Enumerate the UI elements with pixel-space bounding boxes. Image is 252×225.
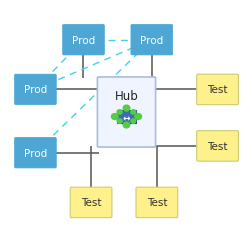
Circle shape xyxy=(130,110,135,115)
FancyBboxPatch shape xyxy=(62,25,104,56)
Text: Prod: Prod xyxy=(72,36,95,45)
Circle shape xyxy=(111,114,118,120)
Text: Test: Test xyxy=(206,85,227,95)
FancyBboxPatch shape xyxy=(15,138,56,168)
Circle shape xyxy=(123,106,129,112)
Circle shape xyxy=(123,122,129,128)
Text: Prod: Prod xyxy=(140,36,163,45)
FancyBboxPatch shape xyxy=(196,75,238,105)
Circle shape xyxy=(134,114,141,120)
FancyBboxPatch shape xyxy=(15,75,56,105)
Circle shape xyxy=(117,110,122,115)
FancyBboxPatch shape xyxy=(97,78,155,147)
FancyBboxPatch shape xyxy=(70,187,111,218)
Text: Test: Test xyxy=(146,198,167,207)
Circle shape xyxy=(130,119,135,124)
Circle shape xyxy=(117,119,122,124)
Text: Hub: Hub xyxy=(114,89,138,102)
Text: Test: Test xyxy=(206,141,227,151)
FancyBboxPatch shape xyxy=(117,111,135,123)
Text: Test: Test xyxy=(80,198,101,207)
FancyBboxPatch shape xyxy=(136,187,177,218)
Text: ↔: ↔ xyxy=(122,114,130,123)
Text: Prod: Prod xyxy=(24,148,47,158)
Text: Prod: Prod xyxy=(24,85,47,95)
FancyBboxPatch shape xyxy=(196,131,238,162)
FancyBboxPatch shape xyxy=(131,25,172,56)
